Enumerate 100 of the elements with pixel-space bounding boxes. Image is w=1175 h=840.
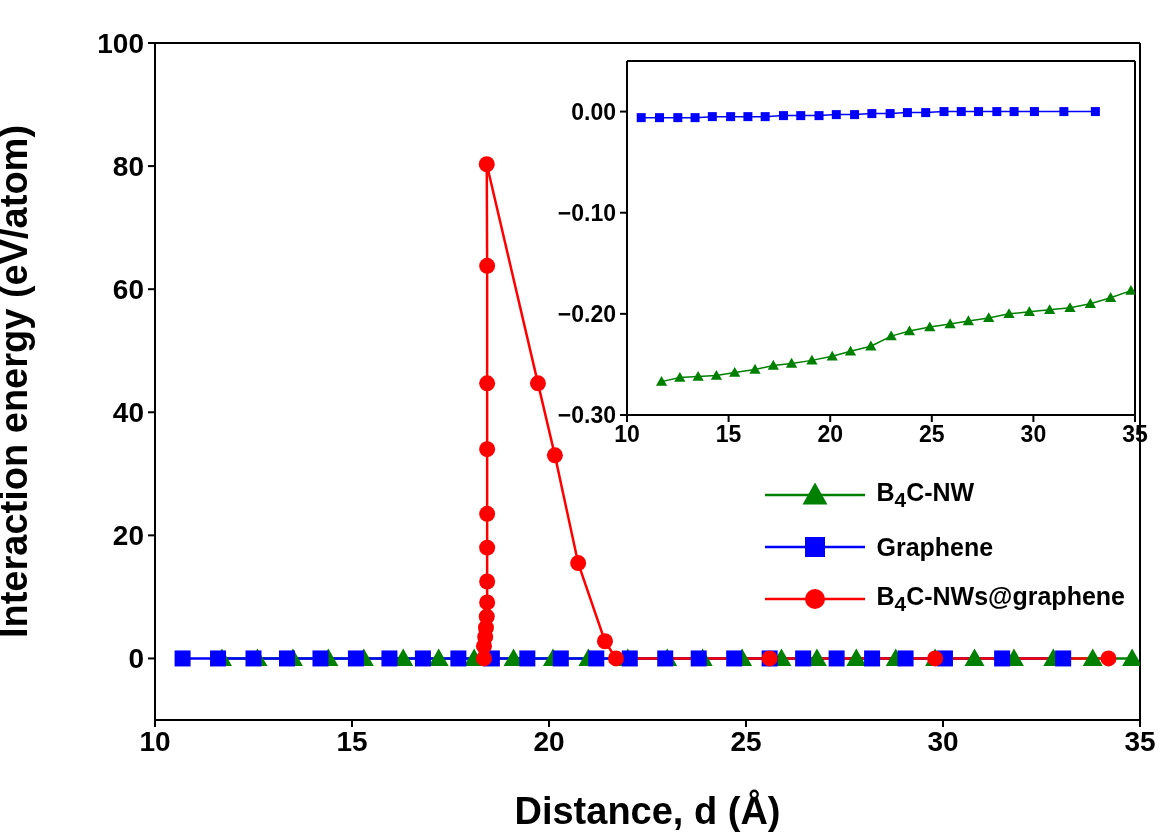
point — [1023, 306, 1035, 317]
point — [690, 113, 700, 123]
point — [844, 345, 857, 356]
point — [796, 111, 806, 121]
point — [846, 648, 867, 666]
point — [478, 608, 495, 625]
point — [983, 312, 995, 323]
y-tick-label: 0 — [128, 643, 144, 675]
legend-label: B$_{4}$C-NWs@graphene — [876, 582, 1125, 616]
point — [795, 650, 812, 667]
point — [749, 363, 761, 374]
point — [726, 650, 743, 667]
point — [850, 110, 860, 120]
point — [690, 650, 707, 667]
point — [450, 650, 467, 667]
point — [381, 650, 398, 667]
point — [278, 650, 295, 667]
point — [428, 648, 449, 666]
x-tick-label: 25 — [730, 725, 762, 757]
point — [939, 107, 949, 117]
point — [479, 539, 496, 556]
point — [864, 650, 881, 667]
point — [1090, 107, 1100, 117]
x-tick-label: 15 — [715, 421, 742, 448]
point — [479, 573, 496, 590]
point — [707, 112, 717, 122]
y-tick-label: −0.20 — [557, 301, 616, 328]
legend-label: B$_{4}$C-NW — [876, 478, 975, 512]
x-tick-label: 10 — [614, 421, 640, 448]
point — [570, 555, 587, 572]
y-tick-label: 60 — [112, 274, 144, 306]
y-tick-label: 0.00 — [571, 98, 616, 125]
point — [1003, 308, 1015, 319]
point — [414, 650, 431, 667]
point — [974, 107, 984, 117]
point — [767, 359, 779, 370]
point — [924, 321, 936, 332]
point — [479, 441, 496, 458]
x-tick-label: 10 — [139, 725, 171, 757]
point — [814, 111, 824, 121]
point — [245, 650, 262, 667]
point — [1082, 648, 1103, 666]
point — [674, 371, 686, 382]
point — [596, 633, 613, 650]
point — [1100, 650, 1117, 667]
point — [1055, 650, 1072, 667]
point — [743, 112, 753, 122]
x-tick-label: 35 — [1124, 725, 1156, 757]
point — [210, 650, 227, 667]
point — [956, 107, 966, 117]
x-tick-label: 20 — [533, 725, 565, 757]
point — [479, 375, 496, 392]
point — [921, 108, 931, 118]
point — [655, 376, 668, 386]
point — [636, 113, 646, 123]
y-axis-title: Interaction energy (eV/atom) — [0, 124, 36, 639]
point — [885, 330, 897, 341]
y-tick-label: −0.30 — [557, 402, 616, 429]
point — [944, 318, 956, 329]
point — [865, 340, 877, 351]
x-tick-label: 15 — [336, 725, 368, 757]
point — [826, 350, 838, 361]
point — [479, 594, 496, 611]
y-tick-label: 20 — [112, 520, 144, 552]
point — [312, 650, 329, 667]
point — [726, 112, 736, 122]
point — [621, 650, 638, 667]
point — [519, 650, 536, 667]
point — [1064, 302, 1076, 313]
point — [994, 650, 1011, 667]
point — [1009, 107, 1019, 117]
point — [546, 447, 563, 464]
point — [785, 357, 798, 368]
point — [885, 109, 895, 119]
point — [729, 366, 741, 377]
point — [902, 108, 912, 118]
point — [479, 505, 496, 522]
x-tick-label: 30 — [927, 725, 959, 757]
point — [1044, 304, 1056, 315]
point — [962, 315, 974, 326]
point — [964, 648, 985, 666]
point — [657, 650, 674, 667]
point — [992, 107, 1002, 117]
point — [710, 369, 723, 380]
point — [1084, 298, 1096, 308]
point — [479, 257, 496, 274]
point — [607, 650, 624, 667]
y-tick-label: 80 — [112, 151, 144, 183]
point — [655, 113, 665, 123]
point — [903, 325, 916, 336]
point — [1104, 292, 1117, 302]
x-tick-label: 30 — [1020, 421, 1047, 448]
point — [478, 156, 495, 173]
y-tick-label: 40 — [112, 397, 144, 429]
point — [1029, 107, 1039, 117]
point — [1059, 107, 1069, 117]
x-tick-label: 25 — [919, 421, 945, 448]
y-tick-label: −0.10 — [557, 199, 616, 226]
y-tick-label: 100 — [97, 27, 144, 59]
point — [673, 113, 683, 123]
